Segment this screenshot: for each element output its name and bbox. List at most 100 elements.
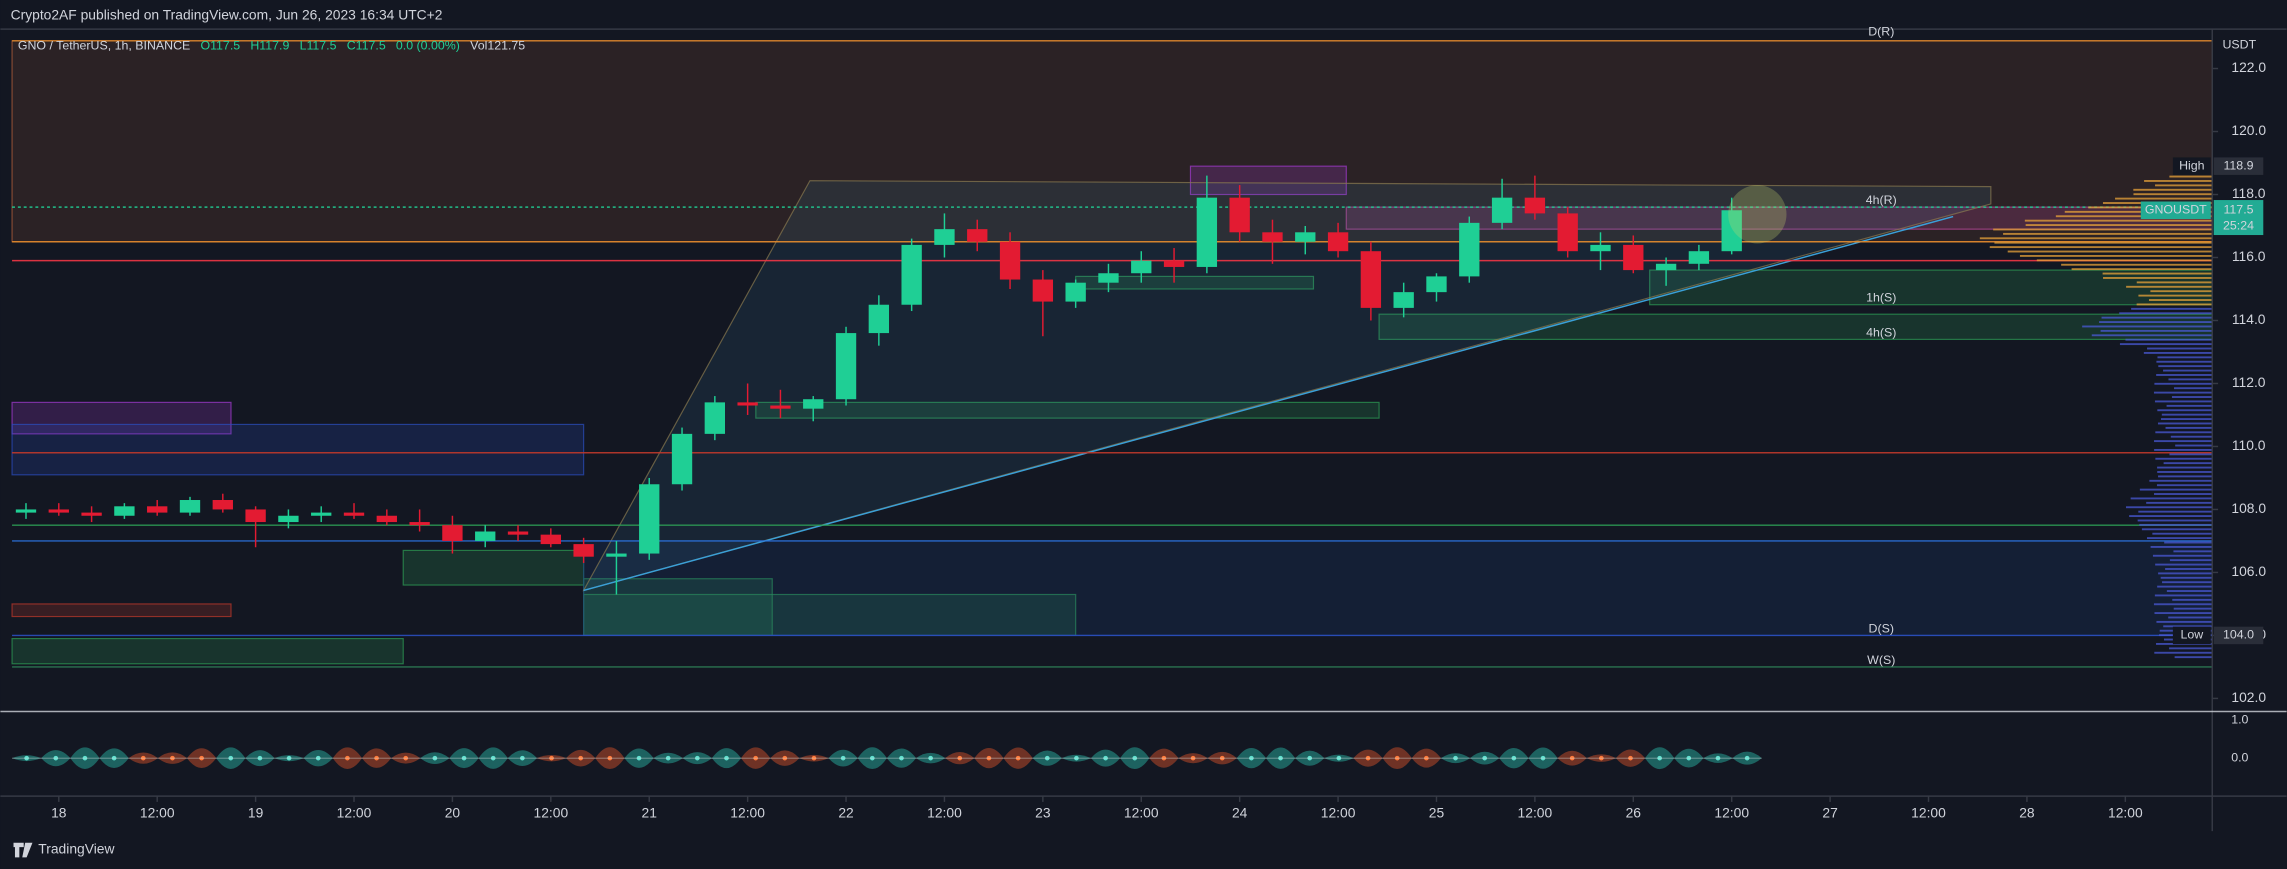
volume-profile-bar [2147, 347, 2213, 350]
candle-body [1032, 279, 1054, 302]
x-tick-label: 24 [1232, 804, 1248, 820]
volume-profile-bar [2163, 369, 2213, 372]
volume-profile-bar [2154, 594, 2213, 597]
candle-body [639, 484, 660, 554]
zones-layer [11, 40, 2213, 665]
badge-value: 104.0 [2223, 628, 2254, 642]
volume-profile-bar [2164, 541, 2213, 544]
zone-label: 4h(R) [1866, 193, 1897, 207]
candle-body [442, 525, 463, 541]
zone-label: D(R) [1868, 25, 1894, 39]
candle-body [1590, 244, 1611, 252]
y-tick-label: 118.0 [2232, 185, 2266, 201]
volume-profile-bar [2136, 303, 2213, 306]
candle-body [114, 506, 135, 516]
volume-profile-bar [2007, 250, 2213, 253]
legend-item: H117.9 [250, 39, 289, 53]
badge-value-bg [2213, 626, 2264, 645]
candle-body [606, 553, 627, 557]
symbol-legend: GNO / TetherUS, 1h, BINANCE O117.5 H117.9 L… [18, 39, 525, 53]
volume-profile-bar [2130, 497, 2213, 500]
candle-body [1065, 282, 1086, 302]
candle-body [671, 433, 693, 485]
candle-body [212, 500, 233, 510]
x-tick-label: 28 [2019, 804, 2035, 820]
volume-profile-bar [2160, 576, 2213, 579]
legend-item: C117.5 [347, 39, 386, 53]
candle-body [179, 500, 201, 513]
candle-body [1098, 273, 1119, 283]
y-tick-label: 112.0 [2232, 374, 2266, 390]
volume-profile-bar [2125, 506, 2213, 509]
volume-profile-bar [2119, 343, 2213, 346]
candle-body [1524, 197, 1546, 214]
volume-profile-bar [2137, 519, 2213, 522]
y-tick-label: 110.0 [2232, 437, 2266, 453]
volume-profile-bar [2158, 572, 2213, 575]
rising-wedge [582, 180, 1992, 592]
volume-profile-bar [2055, 215, 2213, 218]
volume-profile-bar [2138, 294, 2213, 297]
legend-item: O117.5 [200, 39, 240, 53]
zone-label: 1h(S) [1866, 291, 1896, 305]
candle-body [868, 304, 890, 334]
y-tick-label: 108.0 [2231, 500, 2266, 516]
candle-body [409, 522, 430, 526]
volume-profile-bar [2115, 197, 2213, 200]
volume-profile-bar [2099, 321, 2213, 324]
volume-profile-bar [1994, 241, 2213, 244]
volume-profile-bar [2061, 263, 2213, 266]
candle-body [245, 509, 266, 523]
volume-profile-bar [2166, 404, 2213, 407]
candle-body [1163, 260, 1185, 267]
volume-profile-bar [2154, 440, 2213, 443]
volume-profile-bar [2173, 550, 2213, 553]
x-tick-label: 12:00 [927, 804, 962, 820]
candle-body [475, 531, 496, 541]
volume-profile-bar [2157, 585, 2213, 588]
candle-body [1491, 197, 1513, 223]
candle-body [311, 512, 332, 516]
candle-body [1426, 276, 1447, 293]
x-tick-label: 12:00 [730, 804, 765, 820]
x-tick-label: 20 [445, 804, 461, 820]
volume-profile-bar [2157, 409, 2213, 412]
x-tick-label: 12:00 [533, 804, 568, 820]
volume-profile-bar [2024, 219, 2213, 222]
candle-body [540, 534, 561, 545]
footer-brand: TradingView [38, 841, 115, 857]
candle-body [343, 512, 365, 516]
candle-body [1360, 251, 1382, 308]
y-tick-label: 106.0 [2231, 563, 2266, 579]
candle-body [48, 509, 69, 513]
volume-profile-bar [2169, 647, 2213, 650]
volume-profile-bar [2173, 607, 2213, 610]
candle-body [999, 241, 1021, 280]
candle-body [1131, 260, 1152, 274]
volume-profile-bar [2138, 510, 2213, 513]
volume-profile-bar [2129, 515, 2213, 518]
oscillator [12, 747, 1762, 770]
volume-profile-bar [2172, 598, 2213, 601]
volume-profile-bar [2156, 374, 2213, 376]
y-tick-label: 114.0 [2232, 311, 2266, 327]
volume-profile-bar [2154, 493, 2213, 495]
y-tick-label: 120.0 [2231, 122, 2266, 138]
candle-body [1655, 263, 1677, 271]
zone [583, 540, 2213, 637]
candle-body [1623, 244, 1644, 271]
volume-profile-bar [2102, 272, 2213, 275]
volume-profile-bar [2150, 290, 2213, 293]
candle-body [1295, 232, 1316, 242]
candle-body [1688, 251, 1710, 264]
volume-profile-bar [2064, 210, 2213, 213]
volume-profile-bar [2136, 281, 2213, 284]
badge-name: High [2179, 158, 2205, 172]
candle-body [770, 405, 791, 409]
volume-profile-bar [1993, 228, 2213, 231]
x-tick-label: 12:00 [1911, 804, 1946, 820]
volume-profile-bar [2161, 413, 2213, 416]
volume-profile-bar [2149, 479, 2213, 482]
volume-profile-bar [2158, 365, 2213, 368]
volume-profile-bar [2171, 396, 2213, 398]
